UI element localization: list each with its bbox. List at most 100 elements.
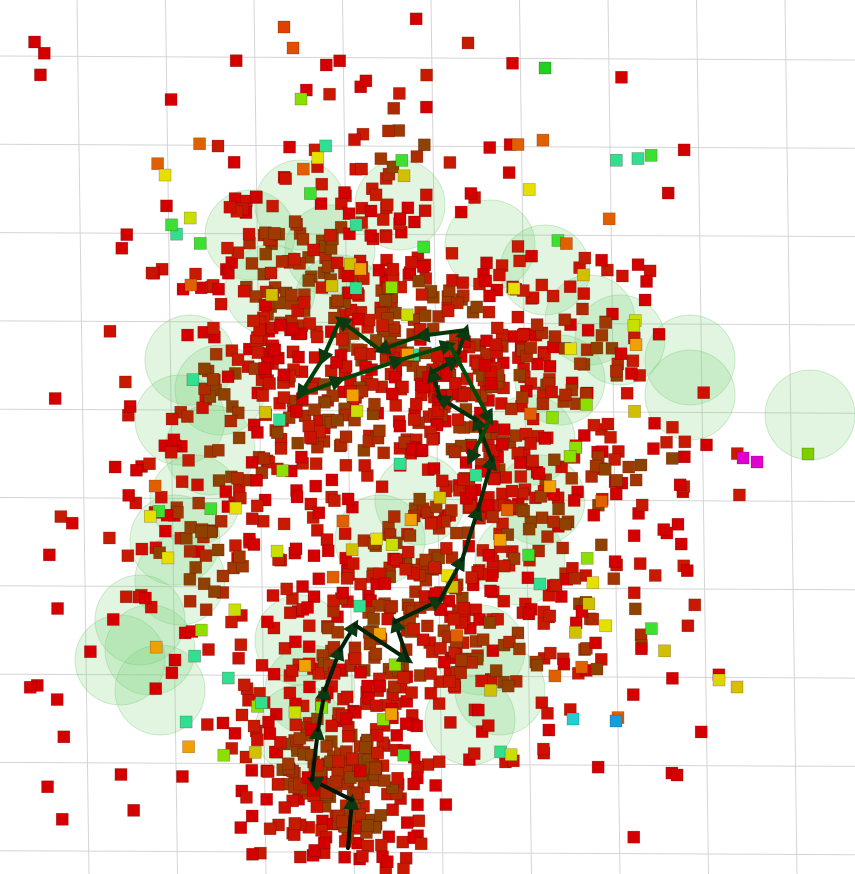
point xyxy=(380,253,393,267)
point xyxy=(627,586,641,600)
point xyxy=(296,580,309,593)
point xyxy=(441,304,455,318)
point xyxy=(712,673,726,687)
point xyxy=(297,162,310,176)
point xyxy=(524,437,537,450)
point xyxy=(212,443,225,457)
point xyxy=(288,817,302,830)
point xyxy=(289,635,302,649)
point xyxy=(209,347,223,361)
point xyxy=(407,622,421,636)
point xyxy=(340,572,354,585)
point xyxy=(143,457,156,471)
point xyxy=(161,551,175,565)
point xyxy=(193,137,206,151)
point xyxy=(495,438,509,451)
point xyxy=(429,779,442,792)
point xyxy=(497,594,511,608)
point xyxy=(23,680,37,694)
point xyxy=(546,411,559,424)
point xyxy=(374,152,388,165)
point xyxy=(413,492,426,506)
point xyxy=(483,289,496,303)
point xyxy=(547,453,561,467)
point xyxy=(577,287,591,300)
point xyxy=(319,139,332,153)
point xyxy=(119,375,132,389)
point xyxy=(502,166,516,179)
point xyxy=(604,431,617,444)
point xyxy=(214,514,228,528)
point xyxy=(286,41,300,55)
point xyxy=(359,74,373,88)
point xyxy=(266,199,279,213)
point xyxy=(393,87,406,100)
point xyxy=(197,577,211,591)
point xyxy=(221,370,235,384)
point xyxy=(229,501,242,515)
point xyxy=(424,667,437,680)
point xyxy=(507,282,521,295)
point xyxy=(547,340,560,354)
point xyxy=(250,499,264,513)
point xyxy=(409,397,423,411)
point xyxy=(303,317,317,330)
point xyxy=(666,420,679,434)
point xyxy=(396,835,410,849)
point xyxy=(535,278,549,292)
point xyxy=(493,268,506,282)
point xyxy=(801,447,815,461)
point xyxy=(454,205,468,219)
point xyxy=(647,442,660,455)
point xyxy=(580,398,593,411)
trajectory-arrow xyxy=(460,503,483,562)
point xyxy=(513,642,526,656)
point xyxy=(481,499,494,513)
point xyxy=(507,552,521,566)
point xyxy=(307,243,320,257)
point xyxy=(590,662,604,676)
point xyxy=(145,266,159,280)
point xyxy=(294,92,308,106)
grid-line xyxy=(76,0,90,874)
point xyxy=(259,247,273,261)
point xyxy=(331,625,345,639)
point xyxy=(271,777,285,791)
point xyxy=(628,405,641,418)
point xyxy=(250,733,264,747)
point xyxy=(378,577,392,591)
point xyxy=(122,489,135,502)
point xyxy=(355,162,368,176)
point xyxy=(671,517,685,531)
point xyxy=(217,748,231,762)
point xyxy=(341,492,355,506)
point xyxy=(51,602,64,615)
point xyxy=(303,431,317,444)
point xyxy=(325,473,339,487)
point xyxy=(231,471,244,485)
point xyxy=(338,527,352,541)
point xyxy=(549,578,563,592)
point xyxy=(399,717,413,731)
point xyxy=(424,517,438,530)
point xyxy=(648,569,662,582)
point xyxy=(336,586,350,600)
point xyxy=(268,226,281,240)
point xyxy=(652,327,666,341)
point xyxy=(412,814,426,828)
point xyxy=(115,241,129,255)
point xyxy=(372,263,386,277)
point xyxy=(456,276,470,290)
point xyxy=(489,664,503,677)
point xyxy=(548,330,562,343)
point xyxy=(490,321,504,335)
point xyxy=(331,294,344,308)
point xyxy=(661,186,675,200)
point xyxy=(530,658,544,672)
point xyxy=(327,594,340,607)
point xyxy=(346,752,359,766)
point xyxy=(180,532,193,545)
point xyxy=(666,672,679,685)
point xyxy=(627,529,641,543)
point xyxy=(330,355,343,369)
